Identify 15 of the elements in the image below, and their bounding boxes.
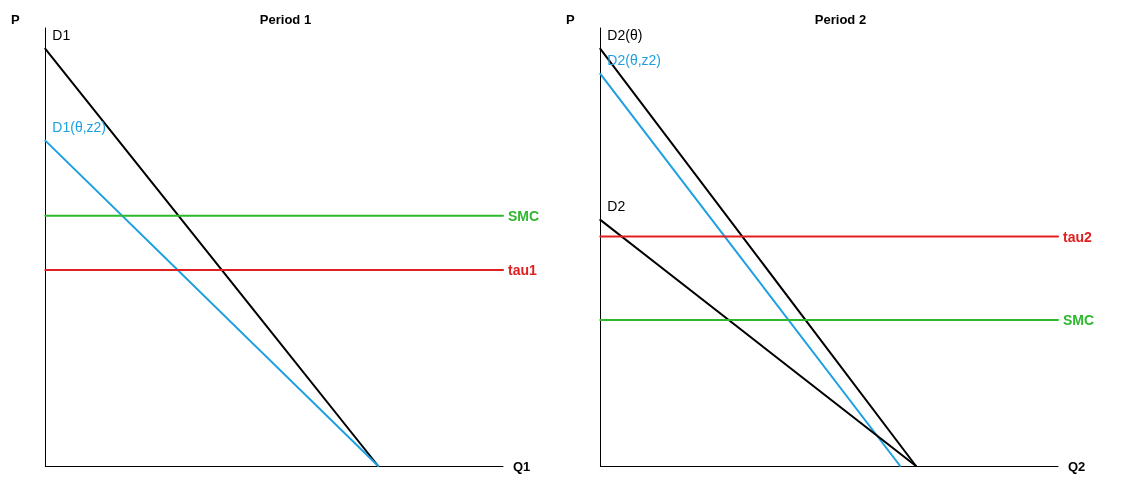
series-label: SMC xyxy=(1063,312,1095,328)
chart-title: Period 1 xyxy=(259,12,312,27)
series-label: tau2 xyxy=(1063,228,1092,245)
series-label: D2 xyxy=(607,197,626,214)
series-label: D1(θ,z2) xyxy=(52,118,107,135)
y-axis-title: P xyxy=(11,12,20,27)
series-label: tau1 xyxy=(508,261,537,278)
series-label: D2(θ,z2) xyxy=(607,51,662,68)
series-label: D2(θ) xyxy=(607,26,643,43)
series-label: SMC xyxy=(508,207,540,224)
x-axis-title: Q2 xyxy=(1068,458,1086,474)
y-axis-title: P xyxy=(566,12,575,27)
series-label: D1 xyxy=(52,26,71,43)
x-axis-title: Q1 xyxy=(513,458,531,474)
chart-title: Period 2 xyxy=(814,12,867,27)
